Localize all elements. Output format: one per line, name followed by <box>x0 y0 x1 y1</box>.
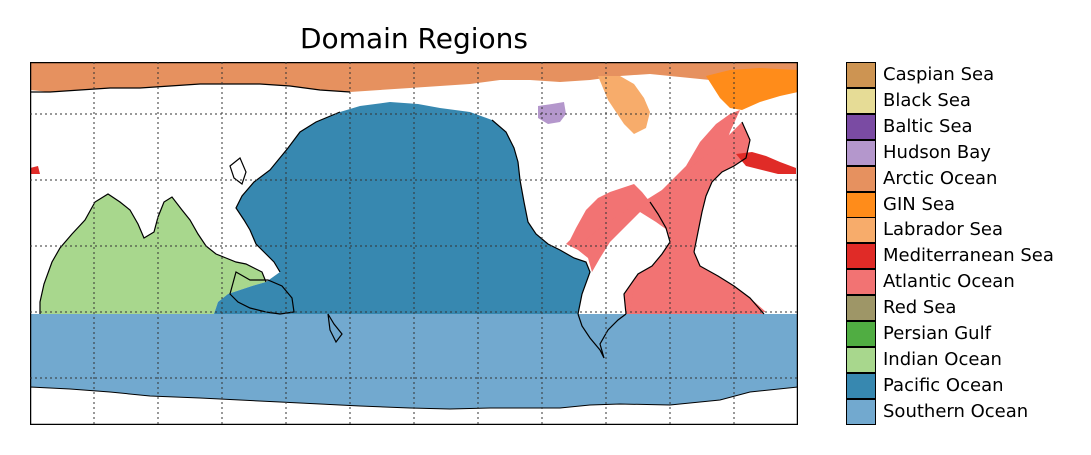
legend-item: GIN Sea <box>846 191 1086 218</box>
legend-label: Red Sea <box>883 297 957 319</box>
legend-swatch <box>846 243 876 270</box>
legend-item: Atlantic Ocean <box>846 269 1086 296</box>
legend-swatch <box>846 165 876 192</box>
legend-item: Arctic Ocean <box>846 165 1086 192</box>
legend-swatch <box>846 398 876 425</box>
legend-swatch <box>846 87 876 114</box>
legend-label: GIN Sea <box>883 193 955 215</box>
legend-item: Red Sea <box>846 295 1086 322</box>
labrador-sea-region <box>598 76 650 134</box>
legend-swatch <box>846 346 876 373</box>
legend-label: Mediterranean Sea <box>883 245 1054 267</box>
legend-label: Atlantic Ocean <box>883 271 1015 293</box>
legend-label: Caspian Sea <box>883 64 995 85</box>
legend-swatch <box>846 139 876 166</box>
legend-item: Hudson Bay <box>846 139 1086 166</box>
legend-swatch <box>846 372 876 399</box>
legend: Caspian Sea Black Sea Baltic Sea Hudson Bay… <box>846 62 1086 425</box>
legend-label: Arctic Ocean <box>883 167 998 189</box>
legend-label: Indian Ocean <box>883 348 1002 370</box>
legend-label: Hudson Bay <box>883 141 991 163</box>
legend-label: Labrador Sea <box>883 219 1004 241</box>
legend-item: Southern Ocean <box>846 398 1086 425</box>
gin-sea-region <box>706 68 798 110</box>
legend-label: Southern Ocean <box>883 400 1029 422</box>
indian-ocean-region <box>40 194 266 314</box>
mediterranean-sea-region <box>30 152 796 174</box>
map-title: Domain Regions <box>300 22 528 55</box>
atlantic-ocean-region <box>566 110 770 314</box>
legend-swatch <box>846 217 876 244</box>
world-map <box>30 62 798 425</box>
legend-item: Indian Ocean <box>846 346 1086 373</box>
pacific-ocean-region <box>214 102 590 314</box>
legend-label: Pacific Ocean <box>883 374 1004 396</box>
legend-swatch <box>846 191 876 218</box>
legend-item: Pacific Ocean <box>846 372 1086 399</box>
coastlines <box>30 83 765 359</box>
hudson-bay-region <box>538 102 566 124</box>
legend-item: Persian Gulf <box>846 321 1086 347</box>
legend-item: Mediterranean Sea <box>846 243 1086 270</box>
graticule <box>30 62 798 425</box>
legend-item: Baltic Sea <box>846 113 1086 140</box>
legend-swatch <box>846 113 876 140</box>
legend-swatch <box>846 269 876 296</box>
legend-swatch <box>846 62 876 88</box>
legend-item: Black Sea <box>846 87 1086 114</box>
legend-label: Persian Gulf <box>883 323 991 344</box>
legend-item: Labrador Sea <box>846 217 1086 244</box>
legend-swatch <box>846 321 876 347</box>
legend-label: Baltic Sea <box>883 115 973 137</box>
legend-label: Black Sea <box>883 89 971 111</box>
legend-item: Caspian Sea <box>846 62 1086 88</box>
legend-swatch <box>846 295 876 322</box>
